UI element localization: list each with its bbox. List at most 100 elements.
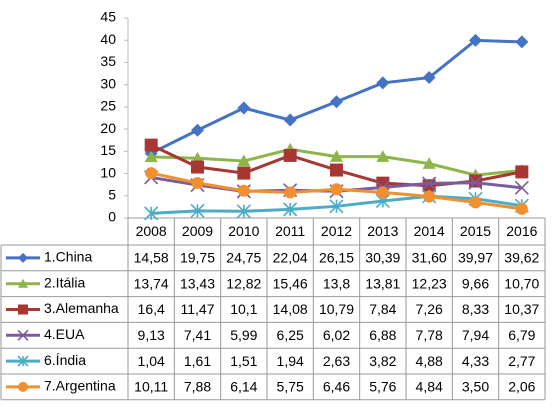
marker	[283, 148, 297, 162]
y-tick-label: 30	[100, 75, 116, 91]
marker	[330, 183, 343, 196]
marker	[237, 184, 250, 197]
marker	[422, 176, 437, 191]
table-value: 13,43	[180, 275, 215, 291]
legend-label: 6.Índia	[44, 352, 86, 368]
marker	[144, 206, 159, 221]
table-value: 5,75	[277, 379, 304, 395]
table-value: 3,82	[369, 353, 396, 369]
marker	[422, 157, 436, 169]
table-value: 19,75	[180, 250, 215, 266]
table-value: 2,77	[508, 353, 535, 369]
marker	[18, 304, 28, 315]
marker	[17, 329, 29, 341]
table-value: 8,33	[462, 301, 489, 317]
table-value: 13,8	[323, 275, 350, 291]
marker	[283, 113, 297, 127]
y-tick-label: 10	[100, 164, 116, 180]
marker	[468, 175, 483, 190]
table-value: 6,88	[369, 327, 396, 343]
table-value: 4,84	[416, 379, 443, 395]
table-value: 16,4	[138, 301, 165, 317]
marker	[237, 154, 251, 167]
table-value: 10,1	[230, 301, 257, 317]
table-value: 1,94	[277, 353, 304, 369]
table-value: 13,74	[134, 275, 169, 291]
marker	[376, 76, 390, 90]
marker	[376, 150, 390, 162]
table-value: 39,97	[458, 250, 493, 266]
table-value: 6,25	[277, 327, 304, 343]
marker	[469, 33, 482, 47]
table-value: 13,81	[365, 275, 400, 291]
marker	[236, 204, 251, 219]
marker	[18, 381, 28, 392]
marker	[514, 180, 529, 195]
legend-label: 3.Alemanha	[44, 300, 119, 316]
marker	[190, 203, 205, 218]
table-value: 5,99	[230, 327, 257, 343]
table-value: 11,47	[181, 301, 215, 317]
table-value: 30,39	[365, 250, 400, 266]
table-value: 39,62	[504, 250, 539, 266]
marker	[18, 252, 28, 263]
table-value: 15,46	[273, 275, 308, 291]
marker	[330, 95, 343, 109]
y-tick-label: 5	[108, 186, 116, 202]
x-tick-label: 2009	[182, 223, 213, 239]
table-value: 10,79	[319, 301, 354, 317]
marker	[376, 186, 389, 199]
legend-label: 7.Argentina	[44, 378, 116, 394]
marker	[330, 150, 343, 162]
x-tick-label: 2010	[228, 223, 259, 239]
marker	[144, 138, 158, 152]
table-value: 7,84	[369, 301, 396, 317]
table-value: 7,94	[462, 327, 489, 343]
x-tick-label: 2016	[506, 223, 537, 239]
marker	[237, 101, 251, 115]
table-value: 6,46	[323, 379, 350, 395]
marker	[144, 150, 158, 163]
marker	[329, 199, 344, 214]
table-value: 9,66	[462, 275, 489, 291]
marker	[145, 167, 158, 180]
table-value: 26,15	[319, 250, 354, 266]
table-value: 10,11	[134, 379, 168, 395]
marker	[17, 355, 29, 367]
y-tick-label: 45	[100, 9, 116, 25]
marker	[191, 176, 204, 189]
table-value: 12,82	[226, 275, 261, 291]
table-value: 7,41	[184, 327, 211, 343]
marker	[422, 71, 436, 85]
marker	[515, 202, 528, 215]
table-value: 6,14	[230, 379, 257, 395]
table-value: 6,79	[508, 327, 535, 343]
table-value: 12,23	[412, 275, 447, 291]
table-value: 4,33	[462, 353, 489, 369]
table-value: 14,08	[273, 301, 308, 317]
marker	[515, 165, 529, 179]
table-value: 31,60	[412, 250, 447, 266]
marker	[515, 35, 529, 49]
x-tick-label: 2013	[367, 223, 398, 239]
legend-label: 1.China	[44, 249, 92, 265]
table-value: 24,75	[226, 250, 261, 266]
table-value: 10,37	[504, 301, 539, 317]
table-value: 7,88	[184, 379, 211, 395]
table-value: 14,58	[134, 250, 169, 266]
marker	[191, 123, 204, 137]
legend-label: 2.Itália	[44, 274, 85, 290]
marker	[237, 166, 251, 180]
y-tick-label: 25	[100, 98, 116, 114]
marker	[330, 163, 343, 177]
y-tick-label: 15	[100, 142, 116, 158]
marker	[469, 174, 482, 188]
legend-label: 4.EUA	[44, 326, 85, 342]
marker	[423, 190, 436, 203]
table-value: 6,02	[323, 327, 350, 343]
marker	[284, 186, 297, 199]
table-value: 3,50	[462, 379, 489, 395]
table-value: 4,88	[416, 353, 443, 369]
table-value: 22,04	[273, 250, 308, 266]
